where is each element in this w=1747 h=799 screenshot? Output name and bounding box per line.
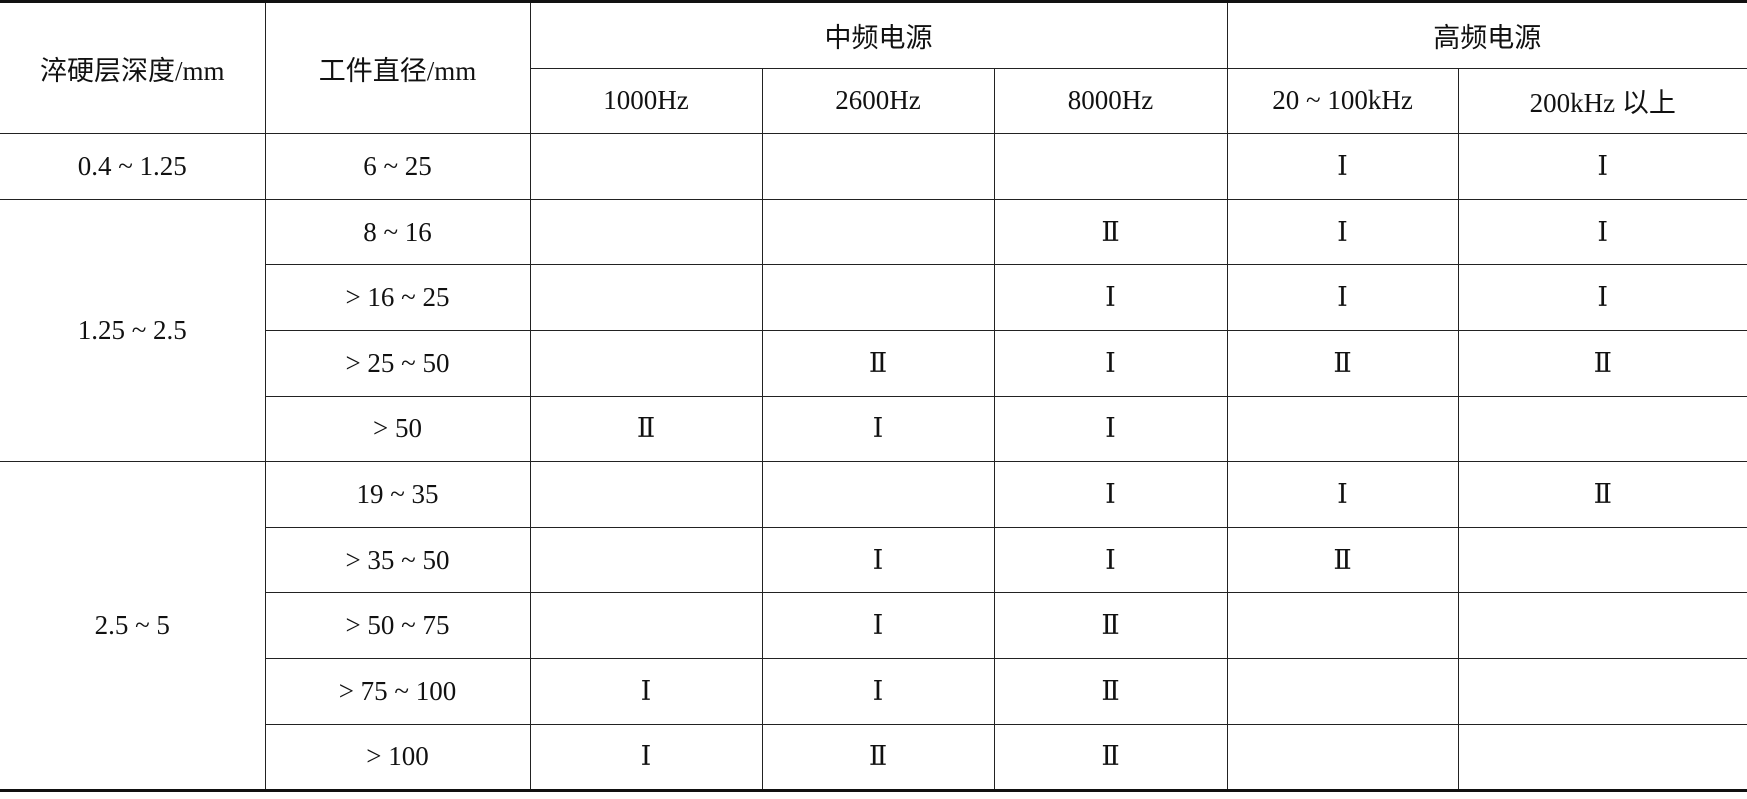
header-freq: 20 ~ 100kHz [1226, 67, 1459, 135]
rating-cell: Ⅰ [1226, 461, 1459, 528]
table-row: 2.5 ~ 5 19 ~ 35 Ⅰ Ⅰ Ⅱ [0, 461, 1747, 792]
rating-cell: Ⅰ [993, 395, 1228, 463]
rating-cell: Ⅰ [529, 657, 763, 725]
rating-cell: Ⅱ [761, 329, 995, 397]
diameter-cell: > 16 ~ 25 [265, 264, 531, 331]
diameter-cell: > 50 [265, 395, 531, 463]
diameter-cell: > 35 ~ 50 [265, 526, 531, 594]
rating-cell [993, 133, 1228, 200]
rating-cell [761, 264, 995, 331]
rating-cell: Ⅱ [761, 723, 995, 792]
rating-cell: Ⅱ [1457, 461, 1747, 528]
table-row: > 100 Ⅰ Ⅱ Ⅱ [0, 723, 1747, 792]
rating-cell: Ⅰ [761, 395, 995, 463]
rating-cell [1226, 395, 1459, 463]
diameter-cell: > 75 ~ 100 [265, 657, 531, 725]
rating-cell: Ⅰ [761, 657, 995, 725]
table-row: > 35 ~ 50 Ⅰ Ⅰ Ⅱ [0, 526, 1747, 594]
diameter-cell: > 50 ~ 75 [265, 592, 531, 659]
header-freq: 8000Hz [993, 67, 1228, 135]
rating-cell: Ⅰ [761, 592, 995, 659]
header-high-freq: 高频电源 [1226, 1, 1747, 69]
rating-cell: Ⅱ [993, 198, 1228, 266]
rating-cell [1457, 657, 1747, 725]
rating-cell: Ⅱ [1226, 526, 1459, 594]
rating-cell [1226, 723, 1459, 792]
rating-cell [529, 329, 763, 397]
rating-cell: Ⅰ [1226, 264, 1459, 331]
diameter-cell: > 100 [265, 723, 531, 792]
depth-cell: 1.25 ~ 2.5 [0, 198, 266, 463]
rating-cell: Ⅱ [993, 592, 1228, 659]
rating-cell [1457, 526, 1747, 594]
rating-cell: Ⅱ [993, 657, 1228, 725]
table-row: 0.4 ~ 1.25 6 ~ 25 Ⅰ Ⅰ [0, 133, 1747, 200]
table-row: > 50 ~ 75 Ⅰ Ⅱ [0, 592, 1747, 659]
depth-cell: 2.5 ~ 5 [0, 461, 266, 792]
rating-cell: Ⅰ [993, 329, 1228, 397]
rating-cell: Ⅰ [993, 461, 1228, 528]
rating-cell [529, 133, 763, 200]
rating-cell: Ⅱ [1226, 329, 1459, 397]
rating-cell [1226, 657, 1459, 725]
diameter-cell: 19 ~ 35 [264, 461, 531, 528]
rating-cell: Ⅰ [529, 723, 763, 792]
rating-cell [1457, 592, 1747, 659]
rating-cell [761, 198, 995, 266]
rating-cell: Ⅰ [993, 526, 1228, 594]
rating-cell [761, 461, 995, 528]
rating-cell: Ⅰ [1226, 133, 1459, 200]
depth-cell: 0.4 ~ 1.25 [0, 133, 266, 200]
rating-cell [529, 526, 763, 594]
rating-cell [529, 592, 763, 659]
rating-cell [1226, 592, 1459, 659]
rating-cell: Ⅰ [1457, 133, 1747, 200]
rating-cell [761, 133, 995, 200]
rating-cell [529, 264, 763, 331]
header-diameter: 工件直径/mm [264, 0, 531, 135]
rating-cell: Ⅱ [1457, 329, 1747, 397]
diameter-cell: 6 ~ 25 [264, 133, 531, 200]
rating-cell [529, 198, 763, 266]
rating-cell: Ⅱ [993, 723, 1228, 792]
rating-cell: Ⅰ [993, 264, 1228, 331]
table-row: 1.25 ~ 2.5 8 ~ 16 Ⅱ Ⅰ Ⅰ [0, 198, 1747, 463]
header-depth: 淬硬层深度/mm [0, 0, 266, 135]
rating-cell: Ⅰ [1457, 198, 1747, 266]
diameter-cell: 8 ~ 16 [264, 198, 531, 266]
rating-cell [1457, 723, 1747, 792]
table-row: > 50 Ⅱ Ⅰ Ⅰ [0, 395, 1747, 463]
table-row: > 16 ~ 25 Ⅰ Ⅰ Ⅰ [0, 264, 1747, 331]
rating-cell: Ⅰ [1457, 264, 1747, 331]
rating-cell: Ⅰ [761, 526, 995, 594]
header-mid-freq: 中频电源 [529, 1, 1228, 69]
header-freq: 1000Hz [530, 67, 763, 135]
header-freq: 2600Hz [761, 67, 995, 135]
header-row-1: 淬硬层深度/mm 工件直径/mm 中频电源 高频电源 [0, 0, 1747, 135]
rating-cell: Ⅱ [529, 395, 763, 463]
rating-cell [1457, 395, 1747, 463]
rating-cell [529, 461, 763, 528]
header-freq: 200kHz 以上 [1457, 67, 1747, 135]
table-row: > 75 ~ 100 Ⅰ Ⅰ Ⅱ [0, 657, 1747, 725]
rating-cell: Ⅰ [1226, 198, 1459, 266]
header-row-2: 1000Hz 2600Hz 8000Hz 20 ~ 100kHz 200kHz … [0, 67, 1747, 135]
diameter-cell: > 25 ~ 50 [265, 329, 531, 397]
